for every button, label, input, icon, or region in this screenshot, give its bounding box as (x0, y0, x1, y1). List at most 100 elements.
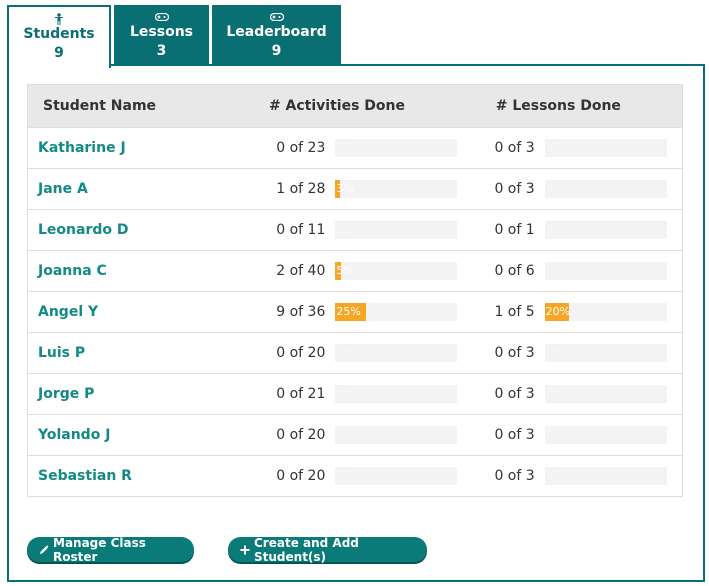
table-row: Luis P 0 of 20 0% 0 of 3 0% (28, 332, 682, 373)
tab-leaderboard[interactable]: Leaderboard 9 (212, 5, 341, 66)
activities-count: 0 of 20 (276, 345, 326, 361)
lessons-cell: 0 of 3 0% (465, 467, 682, 485)
activities-progress-bar: 25% (335, 303, 458, 321)
activities-percent: 3% (336, 182, 354, 195)
activities-count: 0 of 20 (276, 468, 326, 484)
lessons-cell: 0 of 1 0% (465, 221, 682, 239)
manage-class-roster-label: Manage Class Roster (53, 535, 146, 564)
activities-progress-bar: 0% (335, 385, 458, 403)
activities-cell: 0 of 23 0% (245, 139, 464, 157)
activities-count: 0 of 11 (276, 222, 326, 238)
tab-label: Lessons (130, 24, 193, 40)
lessons-percent: 0% (545, 264, 564, 277)
student-name-link[interactable]: Angel Y (38, 304, 99, 320)
student-name-link[interactable]: Sebastian R (38, 468, 132, 484)
activities-percent: 0% (336, 428, 354, 441)
lessons-count: 0 of 3 (494, 468, 535, 484)
create-add-students-label: Create and Add Student(s) (254, 535, 359, 564)
lessons-progress-bar: 0% (544, 221, 667, 239)
activities-count: 0 of 23 (276, 140, 326, 156)
table-row: Sebastian R 0 of 20 0% 0 of 3 0% (28, 455, 682, 496)
pencil-icon (39, 544, 49, 555)
activities-percent: 25% (336, 305, 361, 318)
table-row: Yolando J 0 of 20 0% 0 of 3 0% (28, 414, 682, 455)
activities-percent: 0% (336, 223, 354, 236)
activities-progress-bar: 0% (335, 221, 458, 239)
activities-percent: 0% (336, 469, 354, 482)
activities-percent: 0% (336, 346, 354, 359)
lessons-percent: 0% (545, 346, 564, 359)
activities-cell: 0 of 11 0% (245, 221, 464, 239)
lessons-progress-bar: 0% (544, 180, 667, 198)
activities-count: 2 of 40 (276, 263, 326, 279)
tab-students[interactable]: Students 9 (7, 5, 111, 68)
lessons-cell: 0 of 3 0% (465, 180, 682, 198)
tab-label: Leaderboard (226, 24, 327, 40)
lessons-progress-bar: 20% (544, 303, 667, 321)
panel-border-top (111, 64, 705, 66)
students-table: Student Name # Activities Done # Lessons… (27, 84, 683, 497)
lessons-count: 1 of 5 (494, 304, 535, 320)
lessons-cell: 0 of 3 0% (465, 344, 682, 362)
activities-percent: 5% (336, 264, 354, 277)
activities-progress-bar: 0% (335, 467, 458, 485)
lessons-percent: 0% (545, 182, 564, 195)
activities-count: 9 of 36 (276, 304, 326, 320)
student-name-link[interactable]: Jorge P (38, 386, 95, 402)
person-icon (54, 12, 64, 25)
activities-count: 0 of 21 (276, 386, 326, 402)
lessons-progress-bar: 0% (544, 139, 667, 157)
lessons-count: 0 of 3 (494, 427, 535, 443)
activities-cell: 1 of 28 3% (245, 180, 464, 198)
activities-progress-fill (335, 262, 342, 280)
header-lessons-done[interactable]: # Lessons Done (495, 98, 621, 114)
create-add-students-button[interactable]: Create and Add Student(s) (228, 535, 427, 564)
student-name-link[interactable]: Leonardo D (38, 222, 129, 238)
lessons-percent: 0% (545, 223, 564, 236)
lessons-count: 0 of 3 (494, 140, 535, 156)
student-name-link[interactable]: Jane A (38, 181, 88, 197)
activities-cell: 0 of 20 0% (245, 426, 464, 444)
lessons-progress-bar: 0% (544, 385, 667, 403)
activities-count: 0 of 20 (276, 427, 326, 443)
lessons-percent: 20% (545, 305, 571, 318)
activities-progress-bar: 0% (335, 139, 458, 157)
table-row: Katharine J 0 of 23 0% 0 of 3 0% (28, 127, 682, 168)
plus-icon (240, 545, 250, 555)
lessons-cell: 1 of 5 20% (465, 303, 682, 321)
lessons-count: 0 of 3 (494, 181, 535, 197)
student-name-link[interactable]: Yolando J (38, 427, 111, 443)
lessons-progress-bar: 0% (544, 426, 667, 444)
lessons-cell: 0 of 3 0% (465, 385, 682, 403)
lessons-cell: 0 of 3 0% (465, 139, 682, 157)
activities-percent: 0% (336, 387, 354, 400)
activities-progress-bar: 5% (335, 262, 458, 280)
tab-lessons[interactable]: Lessons 3 (114, 5, 209, 66)
student-name-link[interactable]: Joanna C (38, 263, 107, 279)
student-name-link[interactable]: Luis P (38, 345, 86, 361)
lessons-count: 0 of 3 (494, 345, 535, 361)
lessons-count: 0 of 3 (494, 386, 535, 402)
tab-bar: Students 9 Lessons 3 Leaderboard 9 (7, 5, 341, 68)
tab-label: Students (23, 26, 95, 42)
lessons-percent: 0% (545, 428, 564, 441)
table-header: Student Name # Activities Done # Lessons… (28, 85, 682, 127)
tab-count: 3 (156, 43, 167, 59)
table-row: Angel Y 9 of 36 25% 1 of 5 20% (28, 291, 682, 332)
activities-count: 1 of 28 (276, 181, 326, 197)
activities-progress-bar: 0% (335, 426, 458, 444)
header-activities-done[interactable]: # Activities Done (268, 98, 405, 114)
activities-cell: 9 of 36 25% (245, 303, 464, 321)
tab-count: 9 (54, 45, 64, 61)
activities-cell: 0 of 21 0% (245, 385, 464, 403)
activities-cell: 2 of 40 5% (245, 262, 464, 280)
header-student-name[interactable]: Student Name (43, 98, 157, 114)
students-panel (7, 64, 705, 582)
manage-class-roster-button[interactable]: Manage Class Roster (27, 535, 194, 564)
student-name-link[interactable]: Katharine J (38, 140, 126, 156)
lessons-count: 0 of 6 (494, 263, 535, 279)
lessons-cell: 0 of 6 0% (465, 262, 682, 280)
gamepad-icon (269, 10, 284, 23)
lessons-progress-bar: 0% (544, 467, 667, 485)
activities-progress-bar: 3% (335, 180, 458, 198)
